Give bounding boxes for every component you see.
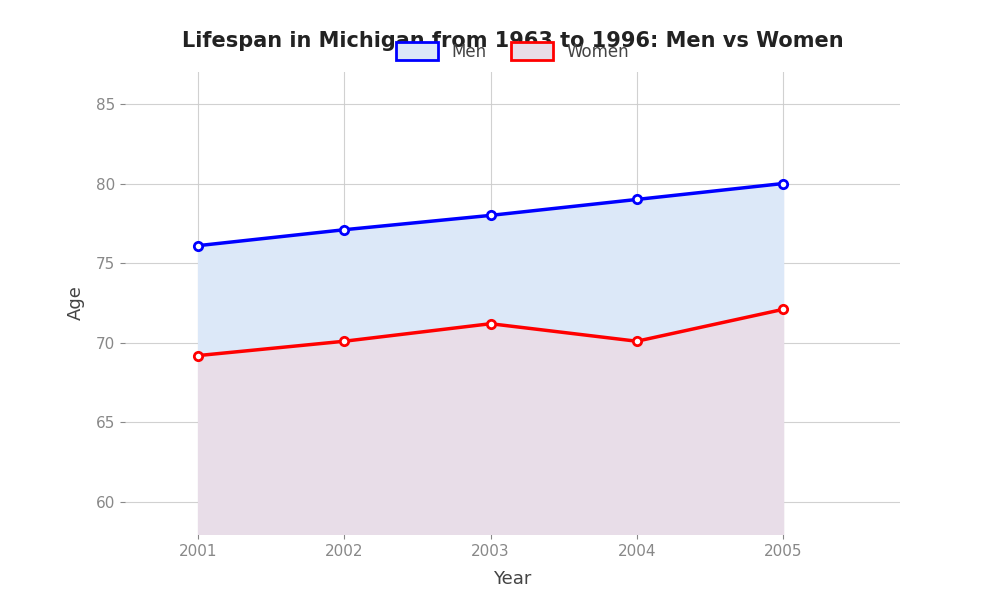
Y-axis label: Age: Age: [67, 286, 85, 320]
Title: Lifespan in Michigan from 1963 to 1996: Men vs Women: Lifespan in Michigan from 1963 to 1996: …: [182, 31, 843, 51]
X-axis label: Year: Year: [493, 570, 532, 588]
Legend: Men, Women: Men, Women: [388, 34, 637, 69]
